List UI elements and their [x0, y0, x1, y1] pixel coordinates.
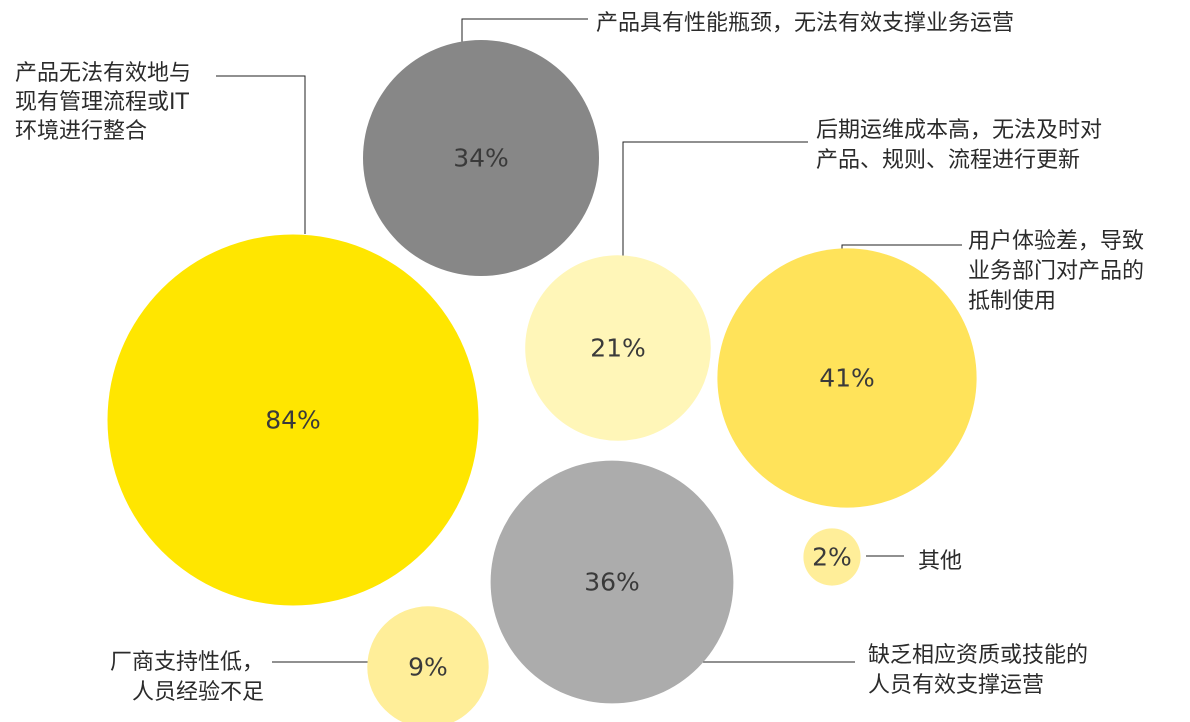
category-label-3-line-2: 抵制使用	[968, 289, 1056, 314]
bubble-1	[363, 40, 599, 276]
bubble-value-label-6: 2%	[812, 543, 852, 572]
bubble-value-label-4: 36%	[584, 568, 640, 597]
category-label-2-line-0: 后期运维成本高，无法及时对	[816, 118, 1102, 143]
bubble-value-label-2: 21%	[590, 334, 646, 363]
category-label-5-line-1: 人员经验不足	[132, 680, 264, 705]
bubble-2	[525, 255, 711, 441]
category-label-4-line-0: 缺乏相应资质或技能的	[868, 643, 1088, 668]
category-label-4-line-1: 人员有效支撑运营	[868, 673, 1044, 698]
category-label-1-line-0: 产品具有性能瓶颈，无法有效支撑业务运营	[596, 11, 1014, 36]
bubble-value-label-3: 41%	[819, 364, 875, 393]
category-label-3-line-0: 用户体验差，导致	[968, 229, 1144, 254]
category-label-0-line-2: 环境进行整合	[15, 119, 147, 144]
bubble-3	[717, 248, 977, 508]
bubble-6	[803, 528, 861, 586]
category-label-2-line-1: 产品、规则、流程进行更新	[816, 148, 1080, 173]
leader-line-0	[216, 75, 306, 234]
category-label-5-line-0: 厂商支持性低，	[110, 650, 264, 675]
category-label-3-line-1: 业务部门对产品的	[968, 259, 1144, 284]
bubble-value-label-5: 9%	[408, 653, 448, 682]
bubble-value-label-1: 34%	[453, 144, 509, 173]
category-label-0-line-1: 现有管理流程或IT	[15, 90, 189, 115]
leader-line-2	[622, 141, 808, 271]
category-label-6-line-0: 其他	[918, 549, 962, 574]
leader-line-1	[461, 18, 588, 46]
category-label-0-line-0: 产品无法有效地与	[15, 61, 191, 86]
bubble-value-label-0: 84%	[265, 406, 321, 435]
bubble-0	[107, 234, 479, 606]
bubble-5	[367, 606, 489, 722]
bubble-4	[490, 460, 734, 704]
